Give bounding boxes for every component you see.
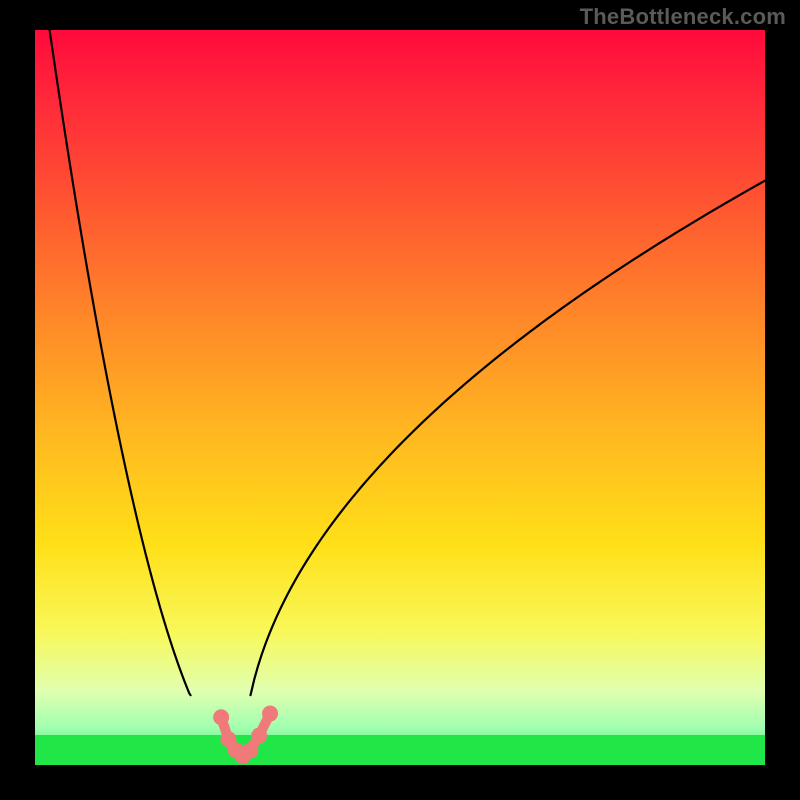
valley-marker xyxy=(251,728,267,744)
chart-svg xyxy=(0,0,800,800)
floor-band xyxy=(35,735,765,765)
valley-marker xyxy=(213,709,229,725)
stage: TheBottleneck.com xyxy=(0,0,800,800)
valley-marker xyxy=(242,742,258,758)
plot-background xyxy=(35,30,765,765)
valley-marker xyxy=(262,706,278,722)
watermark-text: TheBottleneck.com xyxy=(580,4,786,30)
